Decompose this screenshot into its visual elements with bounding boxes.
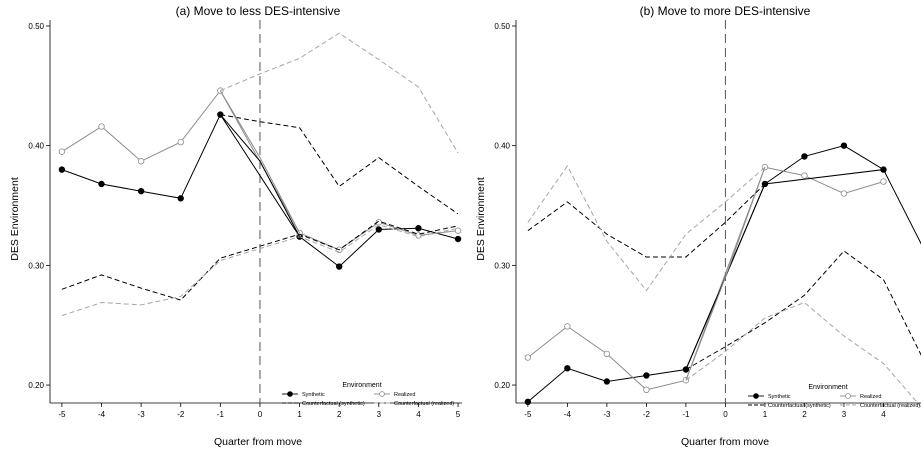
panel-a-point-synthetic (415, 225, 422, 232)
panel-a-point-synthetic (137, 187, 145, 195)
panel-a-point-realized (454, 227, 462, 234)
panel-b-series-synthetic (685, 169, 921, 370)
panel-a-legend-marker (379, 391, 385, 397)
panel-a-y-tick-label: 0.50 (28, 22, 44, 31)
panel-b-legend-entry: Counterfactual (synthetic) (768, 403, 831, 409)
panel-b-series-counterfactual-realized (527, 165, 766, 292)
panel-b-point-synthetic (524, 398, 532, 406)
panel-b-point-realized (603, 350, 611, 358)
panel-b-legend-marker (753, 393, 759, 399)
panel-b-point-realized (643, 386, 650, 394)
panel-b-x-tick-label: -3 (603, 410, 611, 419)
panel-a-legend: Environment Synthetic Realized Counterfactu… (282, 382, 454, 407)
panel-a-series-counterfactual-realized (61, 224, 459, 317)
panel-a-point-synthetic (58, 166, 66, 173)
panel-b-x-tick-label: 4 (881, 410, 886, 419)
panel-a-point-synthetic (375, 226, 383, 233)
panel-b-point-realized (880, 178, 887, 185)
panel-a-y-axis-label: DES Environment (9, 177, 21, 261)
panel-b-x-tick-label: 0 (723, 410, 728, 419)
panel-b-title: (b) Move to more DES-intensive (640, 4, 811, 18)
panel-b-series-counterfactual-synthetic (685, 250, 921, 370)
panel-a-x-tick-label: 1 (297, 410, 302, 419)
panel-b-x-tick-label: -1 (682, 410, 690, 419)
panel-a-y-tick-label: 0.40 (28, 142, 44, 151)
panel-b-x-tick-label: -2 (643, 410, 651, 419)
panel-a-point-synthetic (335, 263, 343, 270)
panel-b-point-realized (840, 190, 848, 197)
panel-b-series-counterfactual-realized (685, 301, 921, 408)
panel-b-y-tick-label: 0.20 (494, 381, 510, 390)
panel-a-plot-area: -5 -4 -3 -2 -1 0 1 2 3 4 5 0.20 0.30 0.40 0.50 (28, 20, 462, 419)
panel-b-x-axis-label: Quarter from move (681, 436, 769, 448)
panel-b-legend-title: Environment (808, 384, 847, 391)
panel-a-legend-entry: Synthetic (302, 392, 325, 398)
panel-a-series-synthetic (219, 114, 301, 237)
panel-b-legend-marker (845, 393, 851, 399)
panel-a-series-realized (61, 89, 459, 251)
panel-a-series-realized (219, 90, 301, 234)
panel-b-x-tick-label: -4 (564, 410, 572, 419)
panel-a-x-tick-label: 2 (337, 410, 342, 419)
panel-a-x-tick-label: -1 (217, 410, 225, 419)
panel-b: (b) Move to more DES-intensive Quarter f… (475, 4, 921, 448)
panel-a-x-tick-label: 4 (416, 410, 421, 419)
panel-b-y-tick-label: 0.30 (494, 261, 510, 270)
panel-b-point-synthetic (603, 378, 611, 385)
panel-b-series-synthetic (527, 145, 884, 403)
panel-b-legend-entry: Synthetic (768, 394, 791, 400)
panel-a-legend-entry: Realized (394, 392, 415, 398)
panel-b-point-realized (801, 172, 808, 179)
panel-b-point-synthetic (564, 365, 571, 372)
panel-a-point-synthetic (177, 195, 184, 202)
panel-b-point-synthetic (643, 372, 650, 379)
panel-a-x-tick-label: 0 (258, 410, 263, 419)
panel-b-y-axis-label: DES Environment (475, 177, 487, 261)
panel-b-point-synthetic (840, 142, 848, 149)
panel-b-x-tick-label: 2 (802, 410, 807, 419)
panel-a-point-realized (137, 158, 145, 165)
panel-b-plot-area: -5 -4 -3 -2 -1 0 1 2 3 4 0.20 0.30 0.40 0.50 (494, 20, 921, 419)
panel-a-y-tick-label: 0.20 (28, 381, 44, 390)
panel-a-legend-entry: Counterfactual (realized) (394, 401, 454, 407)
panel-a-legend-entry: Counterfactual (synthetic) (302, 401, 365, 407)
panel-b-legend: Environment Synthetic Realized Counterfactu… (748, 384, 920, 409)
panel-a-x-axis-label: Quarter from move (214, 436, 302, 448)
panel-a-series-counterfactual-synthetic (220, 114, 459, 215)
panel-a-point-synthetic (454, 235, 462, 243)
panel-a-x-tick-label: -5 (58, 410, 66, 419)
panel-a-x-tick-label: -4 (98, 410, 106, 419)
panel-a-legend-marker (287, 391, 293, 397)
panel-b-series-realized (685, 167, 766, 381)
panel-a: (a) Move to less DES-intensive Quarter f… (9, 4, 462, 448)
panel-b-x-tick-label: 1 (763, 410, 768, 419)
panel-b-x-tick-label: -5 (524, 410, 532, 419)
panel-a-x-tick-label: -2 (177, 410, 185, 419)
panel-a-point-synthetic (98, 180, 105, 188)
panel-a-point-realized (177, 138, 184, 146)
panel-b-x-tick-label: 3 (842, 410, 847, 419)
panel-b-y-tick-label: 0.50 (494, 22, 510, 31)
panel-b-series-counterfactual-synthetic (527, 183, 766, 258)
panel-a-series-counterfactual-realized (220, 32, 459, 154)
panel-a-x-tick-label: -3 (138, 410, 146, 419)
panel-a-point-realized (98, 123, 105, 130)
panel-b-point-realized (524, 354, 532, 361)
panel-a-x-tick-label: 3 (377, 410, 382, 419)
panel-a-y-tick-label: 0.30 (28, 261, 44, 270)
panel-a-legend-title: Environment (342, 382, 381, 389)
panel-a-series-counterfactual-synthetic (61, 220, 459, 301)
panel-b-point-realized (564, 323, 571, 330)
panel-a-title: (a) Move to less DES-intensive (176, 4, 341, 18)
panel-b-legend-entry: Realized (860, 394, 881, 400)
panel-a-point-realized (58, 148, 66, 155)
panel-b-series-realized (527, 166, 884, 391)
panel-a-x-tick-label: 5 (456, 410, 461, 419)
panel-b-point-synthetic (801, 153, 808, 160)
panel-b-y-tick-label: 0.40 (494, 142, 510, 151)
panel-b-legend-entry: Counterfactual (realized) (860, 403, 920, 409)
